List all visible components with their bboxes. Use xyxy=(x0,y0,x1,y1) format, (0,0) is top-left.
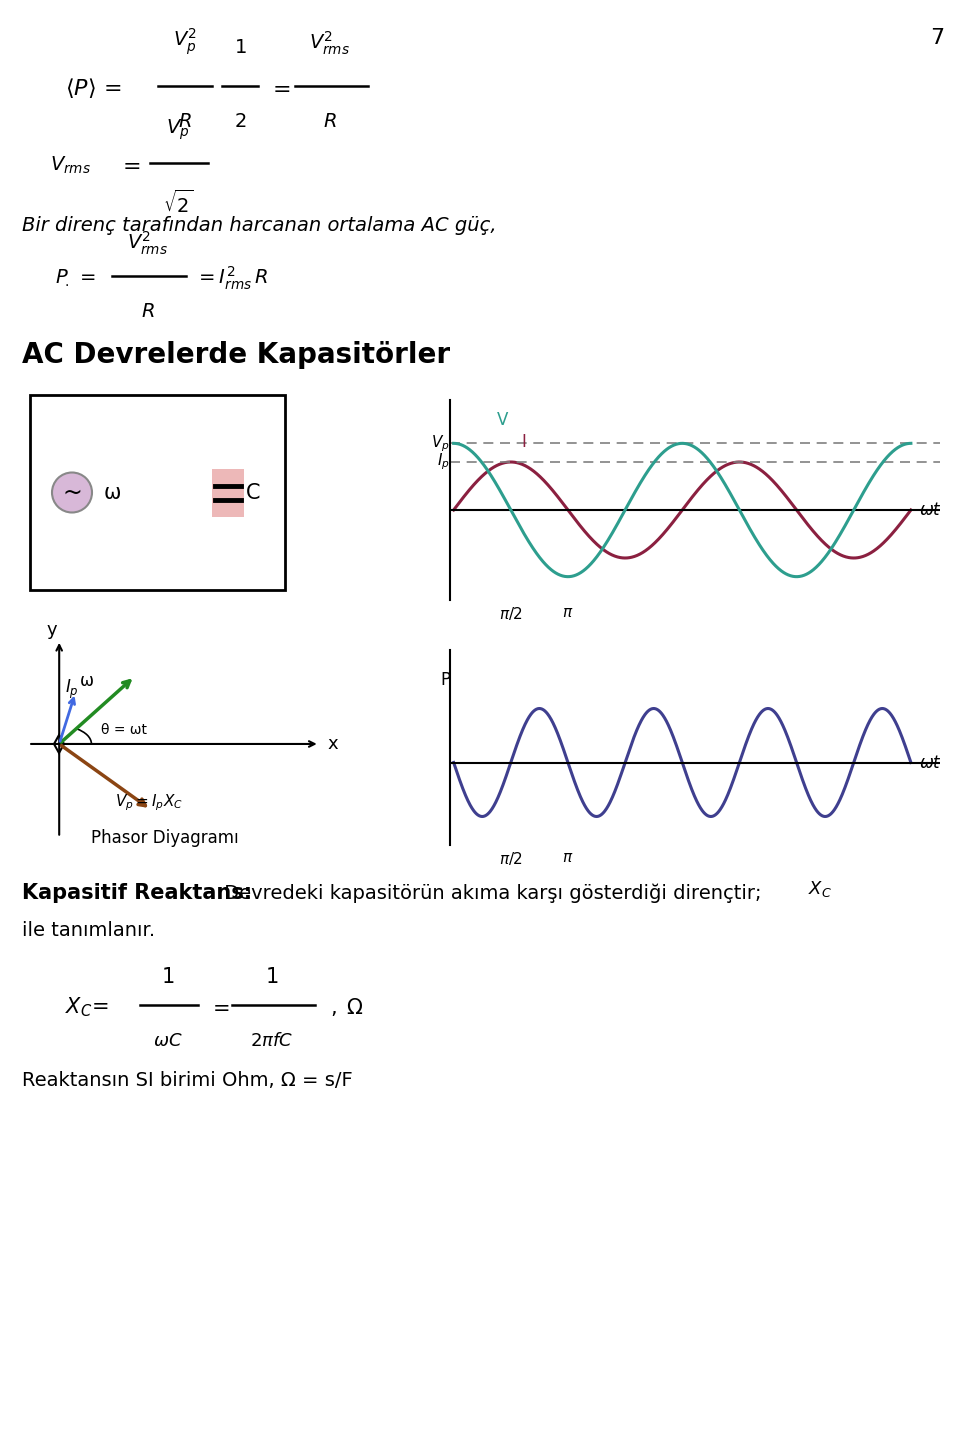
Text: $\;,\;\Omega$: $\;,\;\Omega$ xyxy=(325,996,364,1017)
Text: y: y xyxy=(46,620,57,639)
Text: $\omega t$: $\omega t$ xyxy=(919,753,942,772)
Text: $X_C\!=\!$: $X_C\!=\!$ xyxy=(65,995,109,1019)
Text: $R$: $R$ xyxy=(324,111,337,131)
Text: $\omega t$: $\omega t$ xyxy=(919,502,942,519)
Text: $\sqrt{2}$: $\sqrt{2}$ xyxy=(162,190,193,217)
Text: AC Devrelerde Kapasitörler: AC Devrelerde Kapasitörler xyxy=(22,342,450,369)
Text: θ = ωt: θ = ωt xyxy=(102,723,148,737)
Text: $=$: $=$ xyxy=(208,997,229,1017)
Text: $1$: $1$ xyxy=(233,39,247,57)
Text: $\omega C$: $\omega C$ xyxy=(154,1032,182,1050)
Text: P: P xyxy=(440,672,450,689)
Text: $2\pi fC$: $2\pi fC$ xyxy=(251,1032,294,1050)
Text: ile tanımlanır.: ile tanımlanır. xyxy=(22,920,156,939)
Text: Kapasitif Reaktans:: Kapasitif Reaktans: xyxy=(22,883,252,903)
Text: $V_{rms}$: $V_{rms}$ xyxy=(50,154,91,176)
Text: Bir direnç tarafından harcanan ortalama AC güç,: Bir direnç tarafından harcanan ortalama … xyxy=(22,216,496,234)
Text: V: V xyxy=(497,410,509,429)
Text: $V_p = I_p X_C$: $V_p = I_p X_C$ xyxy=(115,792,182,813)
Circle shape xyxy=(52,473,92,513)
Text: I: I xyxy=(521,433,526,452)
Bar xyxy=(30,394,285,590)
Text: ~: ~ xyxy=(62,480,82,504)
Bar xyxy=(212,469,244,516)
Text: $\langle P\rangle\, =$: $\langle P\rangle\, =$ xyxy=(65,76,122,100)
Text: $R$: $R$ xyxy=(141,302,155,322)
Text: $X_C$: $X_C$ xyxy=(808,879,832,899)
Text: $I_p$: $I_p$ xyxy=(437,452,450,473)
Text: $V_p$: $V_p$ xyxy=(166,117,190,141)
Text: Reaktansın SI birimi Ohm, Ω = s/F: Reaktansın SI birimi Ohm, Ω = s/F xyxy=(22,1070,352,1089)
Text: $=$: $=$ xyxy=(268,79,291,99)
Text: Phasor Diyagramı: Phasor Diyagramı xyxy=(91,829,238,846)
Text: 7: 7 xyxy=(930,29,944,49)
Text: ω: ω xyxy=(104,483,121,503)
Text: $V_{rms}^2$: $V_{rms}^2$ xyxy=(128,230,169,257)
Text: $R$: $R$ xyxy=(179,111,192,131)
Text: Devredeki kapasitörün akıma karşı gösterdiği dirençtir;: Devredeki kapasitörün akıma karşı göster… xyxy=(218,883,768,903)
Text: $1$: $1$ xyxy=(265,967,278,987)
Text: $P_{\!.} \,=$: $P_{\!.} \,=$ xyxy=(55,267,95,289)
Text: $V_{rms}^2$: $V_{rms}^2$ xyxy=(309,30,350,57)
Text: ω: ω xyxy=(81,672,94,690)
Text: $2$: $2$ xyxy=(234,111,246,131)
Text: $V_p$: $V_p$ xyxy=(431,433,450,453)
Text: $= I_{rms}^2\,R$: $= I_{rms}^2\,R$ xyxy=(195,264,268,292)
Text: $I_p$: $I_p$ xyxy=(64,677,79,702)
Text: $1$: $1$ xyxy=(161,967,175,987)
Text: $V_p^2$: $V_p^2$ xyxy=(173,26,197,57)
Text: $=$: $=$ xyxy=(118,154,140,174)
Text: x: x xyxy=(327,735,338,753)
Text: C: C xyxy=(246,483,260,503)
